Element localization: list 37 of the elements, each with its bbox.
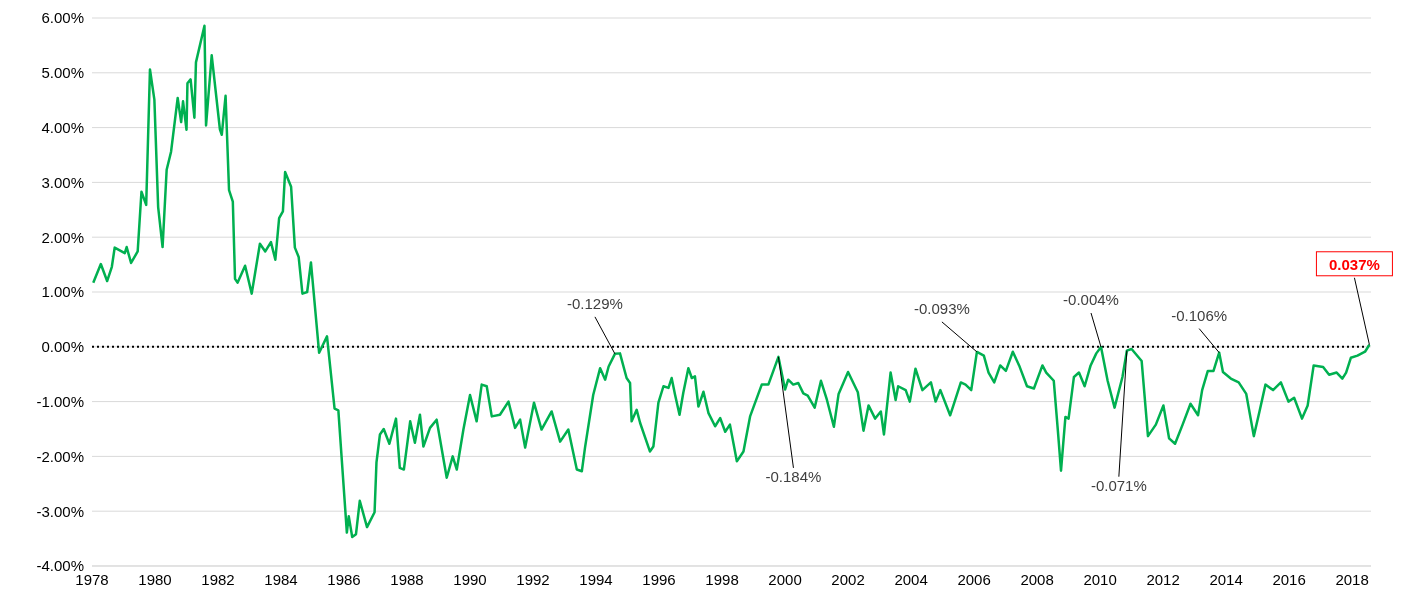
y-tick-label: -2.00%: [36, 447, 84, 465]
x-tick-label: 2014: [1209, 570, 1243, 588]
x-tick-label: 2012: [1146, 570, 1180, 588]
x-tick-label: 2016: [1272, 570, 1306, 588]
x-tick-label: 1988: [390, 570, 424, 588]
x-tick-label: 2006: [957, 570, 991, 588]
x-tick-label: 2000: [768, 570, 802, 588]
x-tick-label: 1980: [138, 570, 172, 588]
x-tick-label: 2018: [1335, 570, 1369, 588]
x-tick-label: 2004: [894, 570, 928, 588]
x-tick-label: 1986: [327, 570, 361, 588]
x-tick-label: 2002: [831, 570, 865, 588]
y-tick-label: 1.00%: [41, 283, 84, 301]
annotation: -0.106%: [1171, 306, 1228, 324]
annotation: -0.004%: [1063, 291, 1119, 309]
annotation: -0.129%: [567, 294, 623, 312]
annotation: -0.184%: [765, 467, 822, 485]
y-tick-label: 3.00%: [41, 173, 84, 191]
x-tick-label: 1990: [453, 570, 487, 588]
x-tick-label: 1996: [642, 570, 676, 588]
x-tick-label: 1992: [516, 570, 550, 588]
y-tick-label: 4.00%: [41, 118, 84, 136]
y-tick-label: 0.00%: [41, 338, 84, 356]
annotation: -0.093%: [913, 299, 970, 317]
y-tick-label: -1.00%: [36, 392, 84, 410]
annotation: -0.071%: [1090, 476, 1147, 494]
x-tick-label: 2008: [1020, 570, 1054, 588]
y-tick-label: 6.00%: [41, 9, 84, 27]
y-tick-label: 2.00%: [41, 228, 84, 246]
y-tick-label: 5.00%: [41, 64, 84, 82]
x-tick-label: 2010: [1083, 570, 1117, 588]
y-tick-label: -3.00%: [36, 502, 84, 520]
annotation: 0.037%: [1328, 255, 1380, 273]
x-tick-label: 1982: [201, 570, 235, 588]
x-tick-label: 1984: [264, 570, 298, 588]
x-tick-label: 1994: [579, 570, 613, 588]
x-tick-label: 1998: [705, 570, 739, 588]
